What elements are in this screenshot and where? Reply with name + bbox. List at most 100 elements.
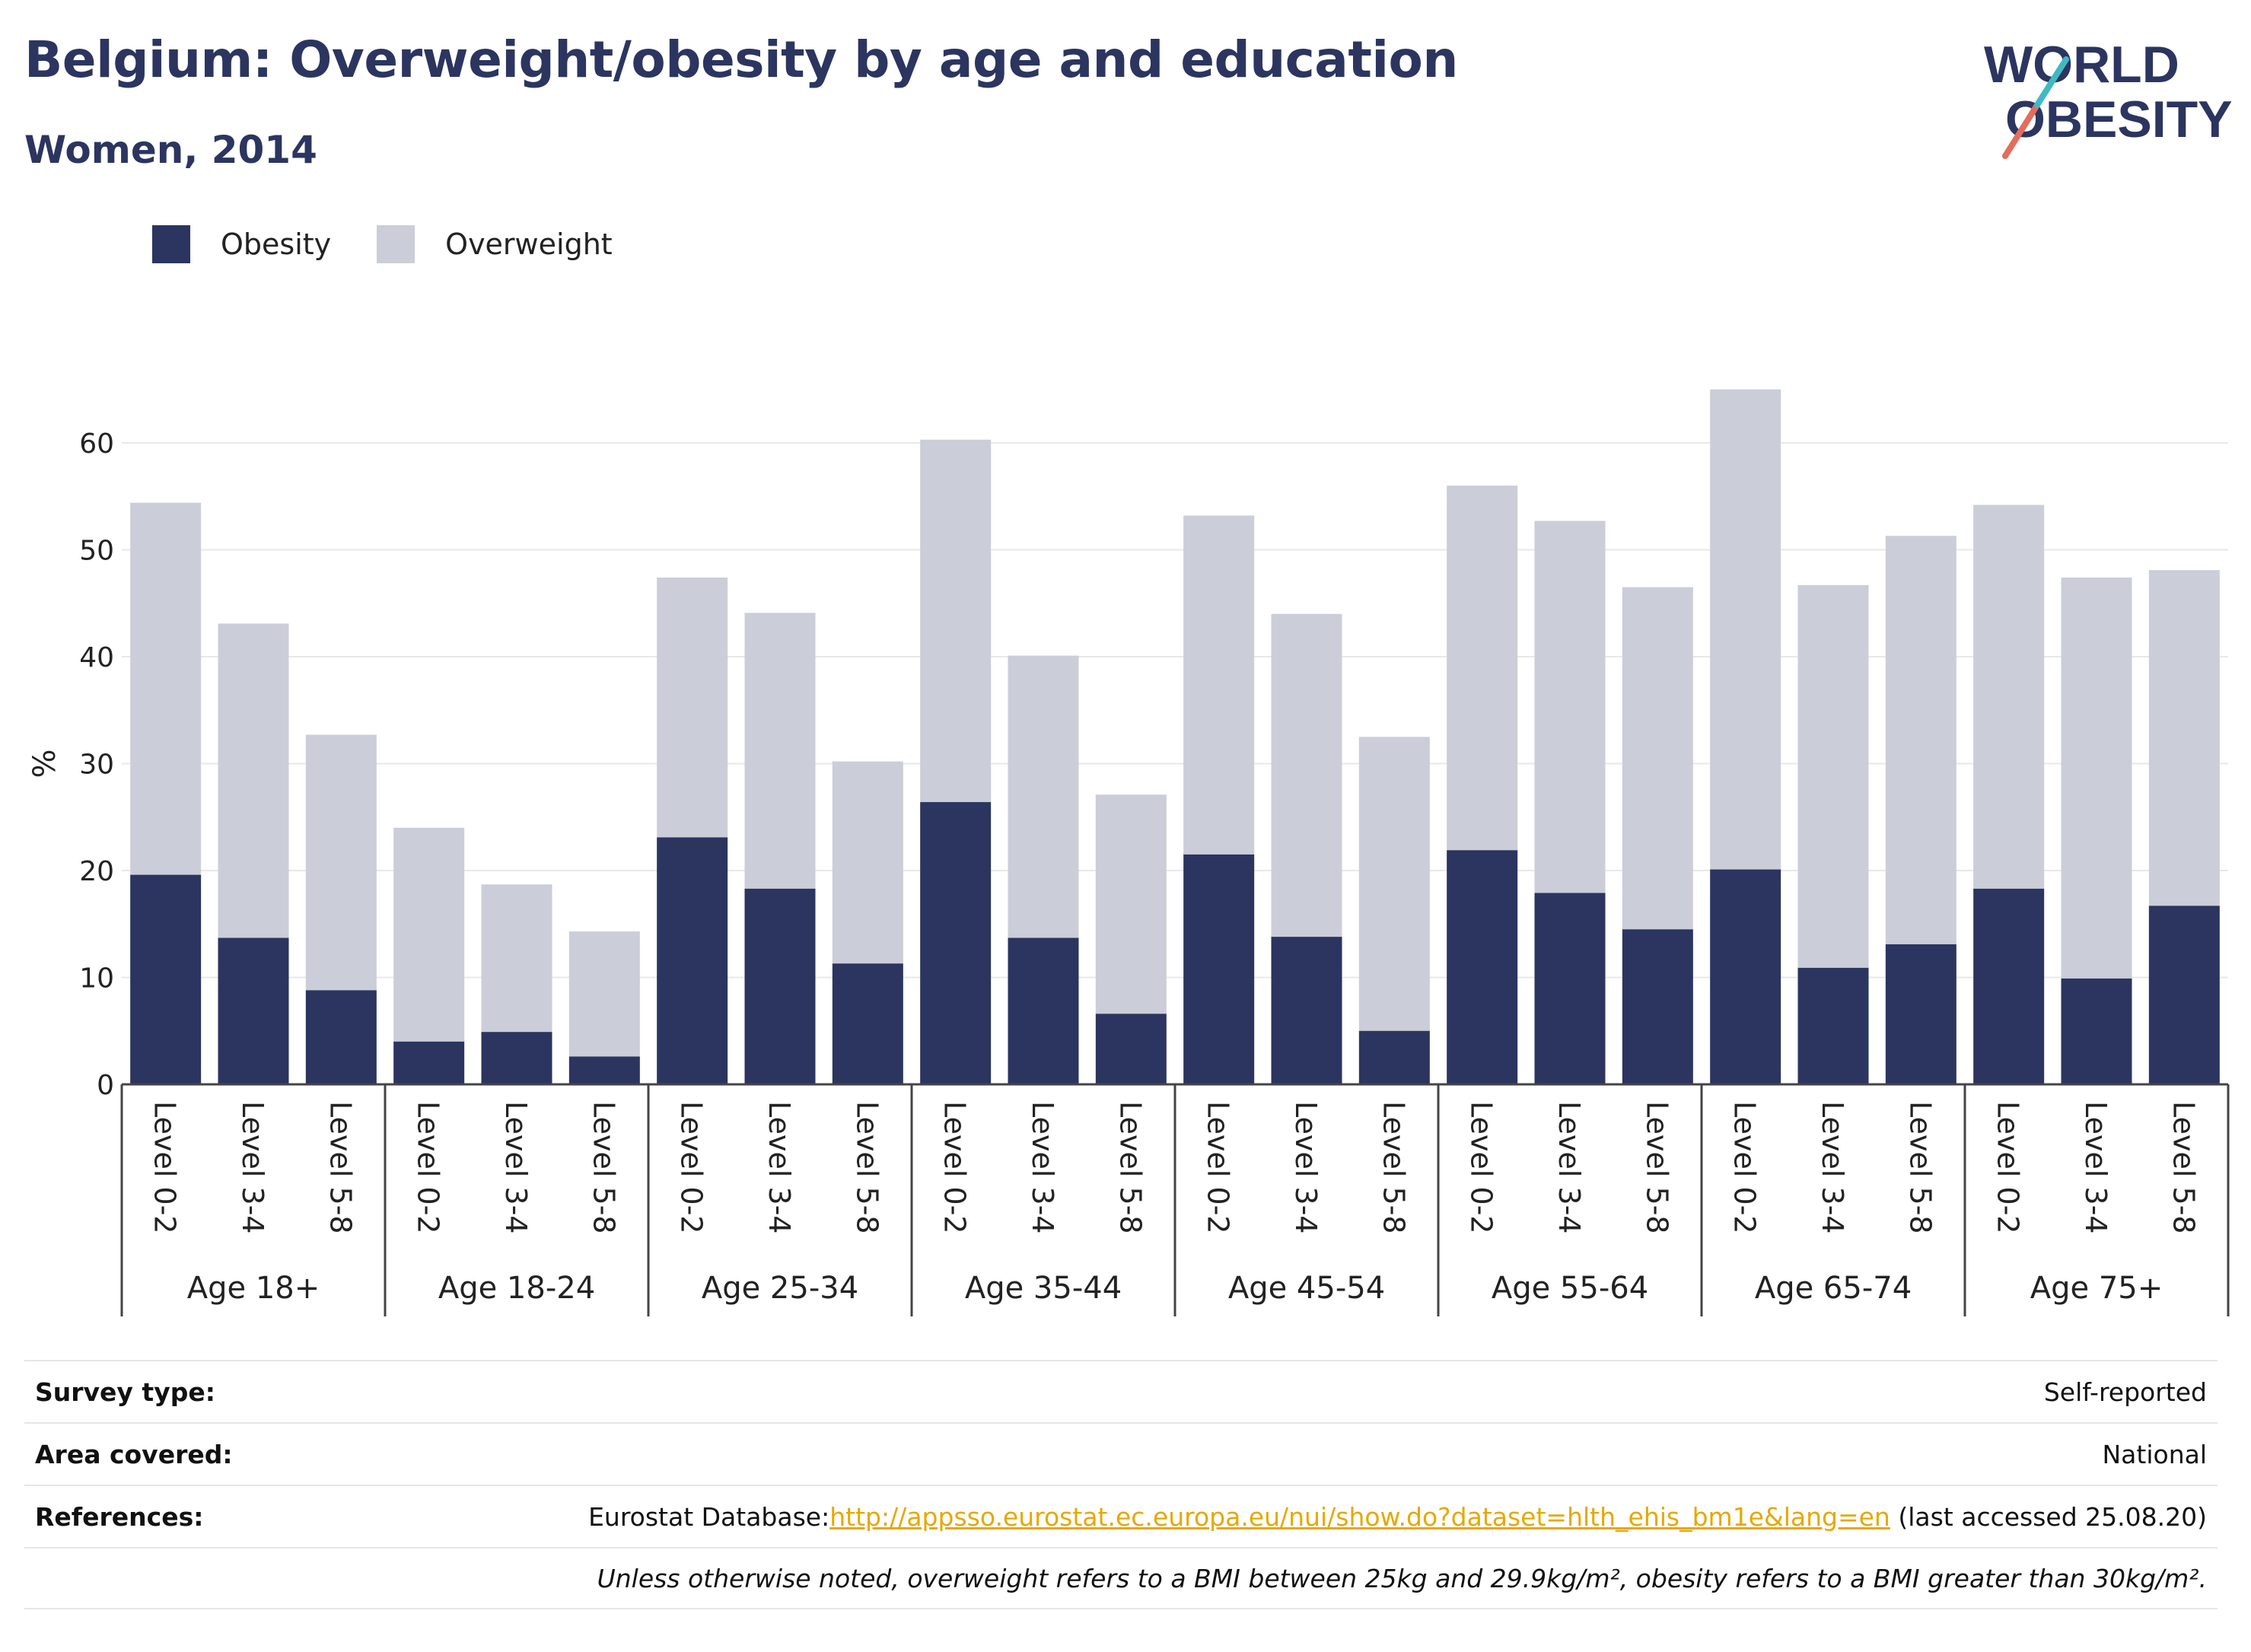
obesity-bar	[744, 888, 816, 1084]
overweight-bar	[744, 613, 816, 889]
obesity-bar	[920, 802, 992, 1084]
overweight-bar	[1095, 794, 1167, 1014]
category-tick-label: Level 3-4	[1289, 1101, 1323, 1233]
references-link[interactable]: http://appsso.eurostat.ec.europa.eu/nui/…	[829, 1501, 1890, 1532]
bmi-note: Unless otherwise noted, overweight refer…	[597, 1563, 2207, 1593]
obesity-bar	[1447, 850, 1518, 1084]
category-tick-label: Level 3-4	[236, 1101, 269, 1233]
legend-label-obesity: Obesity	[221, 228, 332, 261]
area-label: Area covered:	[35, 1439, 233, 1469]
overweight-bar	[1885, 536, 1956, 944]
logo-line1: WORLD	[1984, 36, 2179, 94]
category-tick-label: Level 0-2	[1202, 1101, 1235, 1233]
category-tick-label: Level 5-8	[1640, 1101, 1673, 1233]
obesity-bar	[1271, 937, 1342, 1084]
references-suffix: (last accessed 25.08.20)	[1890, 1501, 2207, 1532]
group-label: Age 18+	[187, 1271, 320, 1306]
info-row-area: Area covered: National	[24, 1422, 2218, 1485]
overweight-bar	[2061, 578, 2132, 979]
category-tick-label: Level 0-2	[1465, 1101, 1498, 1233]
obesity-bar	[1622, 929, 1693, 1084]
category-tick-label: Level 3-4	[1816, 1101, 1849, 1233]
obesity-bar	[393, 1041, 465, 1084]
category-tick-label: Level 3-4	[499, 1101, 533, 1233]
references-prefix: Eurostat Database:	[588, 1501, 830, 1532]
y-tick-label: 10	[79, 963, 114, 995]
overweight-bar	[1447, 485, 1518, 851]
references-label: References:	[35, 1501, 204, 1532]
references-value: Eurostat Database:http://appsso.eurostat…	[588, 1502, 2207, 1532]
overweight-bar	[2148, 570, 2220, 906]
category-tick-label: Level 5-8	[2167, 1101, 2200, 1233]
y-tick-label: 30	[79, 750, 114, 781]
group-label: Age 75+	[2030, 1271, 2163, 1306]
obesity-bar	[1183, 854, 1255, 1084]
category-tick-label: Level 3-4	[2079, 1101, 2113, 1233]
legend-label-overweight: Overweight	[445, 228, 613, 261]
overweight-bar	[1358, 737, 1430, 1031]
group-label: Age 18-24	[438, 1271, 595, 1306]
survey-type-value: Self-reported	[2043, 1377, 2207, 1407]
category-tick-label: Level 5-8	[323, 1101, 357, 1233]
group-label: Age 45-54	[1228, 1271, 1385, 1306]
y-tick-label: 60	[79, 428, 114, 460]
overweight-bar	[832, 761, 903, 964]
overweight-bar	[1271, 613, 1342, 937]
world-obesity-logo: WORLD OBESITY	[1984, 36, 2233, 159]
y-tick-label: 40	[79, 642, 114, 673]
info-row-survey-type: Survey type: Self-reported	[24, 1360, 2218, 1422]
y-tick-label: 20	[79, 856, 114, 887]
overweight-bar	[657, 578, 728, 838]
group-label: Age 25-34	[702, 1271, 858, 1306]
category-tick-label: Level 0-2	[675, 1101, 708, 1233]
category-tick-label: Level 5-8	[1377, 1101, 1410, 1233]
info-row-references: References: Eurostat Database:http://app…	[24, 1485, 2218, 1547]
category-tick-label: Level 0-2	[148, 1101, 182, 1233]
obesity-bar	[832, 963, 903, 1084]
obesity-bar	[481, 1032, 552, 1084]
category-tick-label: Level 3-4	[763, 1101, 796, 1233]
category-tick-label: Level 0-2	[938, 1101, 972, 1233]
category-tick-label: Level 5-8	[850, 1101, 884, 1233]
overweight-bar	[1534, 520, 1606, 893]
category-tick-label: Level 0-2	[1992, 1101, 2025, 1233]
overweight-bar	[1973, 505, 2045, 889]
obesity-bar	[218, 937, 289, 1084]
category-tick-label: Level 3-4	[1026, 1101, 1059, 1233]
chart-title: Belgium: Overweight/obesity by age and e…	[24, 30, 1458, 89]
overweight-bar	[218, 623, 289, 938]
legend-swatch-obesity	[152, 225, 190, 263]
survey-type-label: Survey type:	[35, 1377, 215, 1407]
obesity-bar	[657, 837, 728, 1084]
group-label: Age 65-74	[1755, 1271, 1912, 1306]
overweight-bar	[393, 827, 465, 1042]
group-label: Age 55-64	[1492, 1271, 1648, 1306]
overweight-bar	[130, 502, 202, 875]
obesity-bar	[1358, 1030, 1430, 1084]
overweight-bar	[1710, 389, 1781, 870]
overweight-bar	[1622, 587, 1693, 930]
bar-chart: 0 10 20 30 40 50 60% Level 0-2 Level 3-4 Level 5-…	[27, 389, 2230, 1316]
chart-subtitle: Women, 2014	[24, 128, 317, 172]
info-table: Survey type: Self-reported Area covered:…	[24, 1360, 2218, 1609]
obesity-bar	[2061, 978, 2132, 1084]
y-tick-label: 0	[97, 1070, 114, 1101]
legend-item-obesity: Obesity	[152, 225, 331, 263]
overweight-bar	[305, 734, 377, 991]
obesity-bar	[1095, 1014, 1167, 1084]
category-tick-label: Level 0-2	[1728, 1101, 1762, 1233]
overweight-bar	[1183, 515, 1255, 855]
category-tick-label: Level 5-8	[587, 1101, 620, 1233]
group-label: Age 35-44	[965, 1271, 1122, 1306]
obesity-bar	[1797, 967, 1869, 1084]
legend-item-overweight: Overweight	[377, 225, 613, 263]
category-tick-label: Level 3-4	[1552, 1101, 1586, 1233]
info-row-note: Unless otherwise noted, overweight refer…	[24, 1547, 2218, 1609]
y-axis-label: %	[27, 749, 62, 778]
chart-legend: Obesity Overweight	[152, 224, 658, 264]
overweight-bar	[481, 884, 552, 1033]
obesity-bar	[1973, 888, 2045, 1084]
overweight-bar	[1008, 655, 1079, 938]
category-tick-label: Level 5-8	[1113, 1101, 1147, 1233]
area-value: National	[2102, 1439, 2207, 1469]
